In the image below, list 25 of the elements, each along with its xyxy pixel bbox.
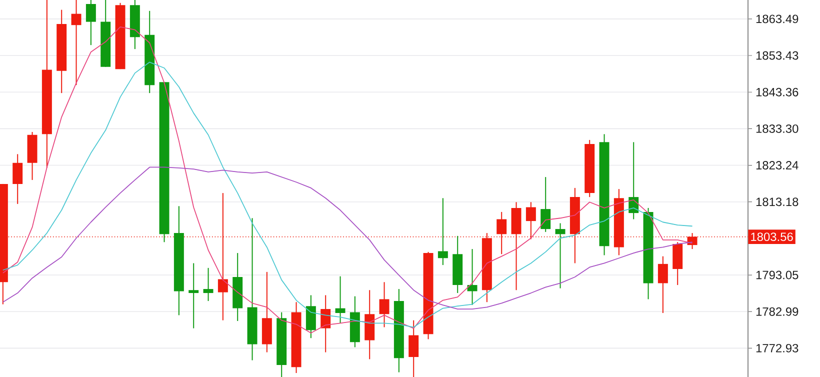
candlestick xyxy=(203,267,214,302)
candlestick xyxy=(306,294,316,339)
y-tick-label: 1833.30 xyxy=(756,124,798,133)
candlestick xyxy=(540,176,551,232)
candlestick xyxy=(555,222,566,289)
y-tick-label: 1823.24 xyxy=(756,161,798,170)
candlestick xyxy=(12,154,23,204)
candlestick xyxy=(408,320,419,377)
y-tick-label: 1863.49 xyxy=(756,14,798,24)
candlestick xyxy=(335,276,346,324)
candlestick xyxy=(438,198,448,266)
y-tick-label: 1813.18 xyxy=(756,198,798,206)
candlestick xyxy=(86,0,96,46)
ref-line-label: 1803.56 xyxy=(751,232,793,242)
candlestick xyxy=(188,262,199,329)
candlestick xyxy=(379,282,390,328)
candlestick xyxy=(71,0,82,86)
candlestick xyxy=(658,256,668,314)
candlestick xyxy=(320,294,331,353)
candlestick xyxy=(467,248,478,306)
y-tick-label: 1782.99 xyxy=(756,307,798,316)
y-tick-label: 1843.36 xyxy=(756,88,798,96)
y-tick-label: 1853.43 xyxy=(756,51,798,60)
y-tick-label: 1772.93 xyxy=(756,344,798,352)
y-tick-label: 1793.05 xyxy=(756,270,798,280)
